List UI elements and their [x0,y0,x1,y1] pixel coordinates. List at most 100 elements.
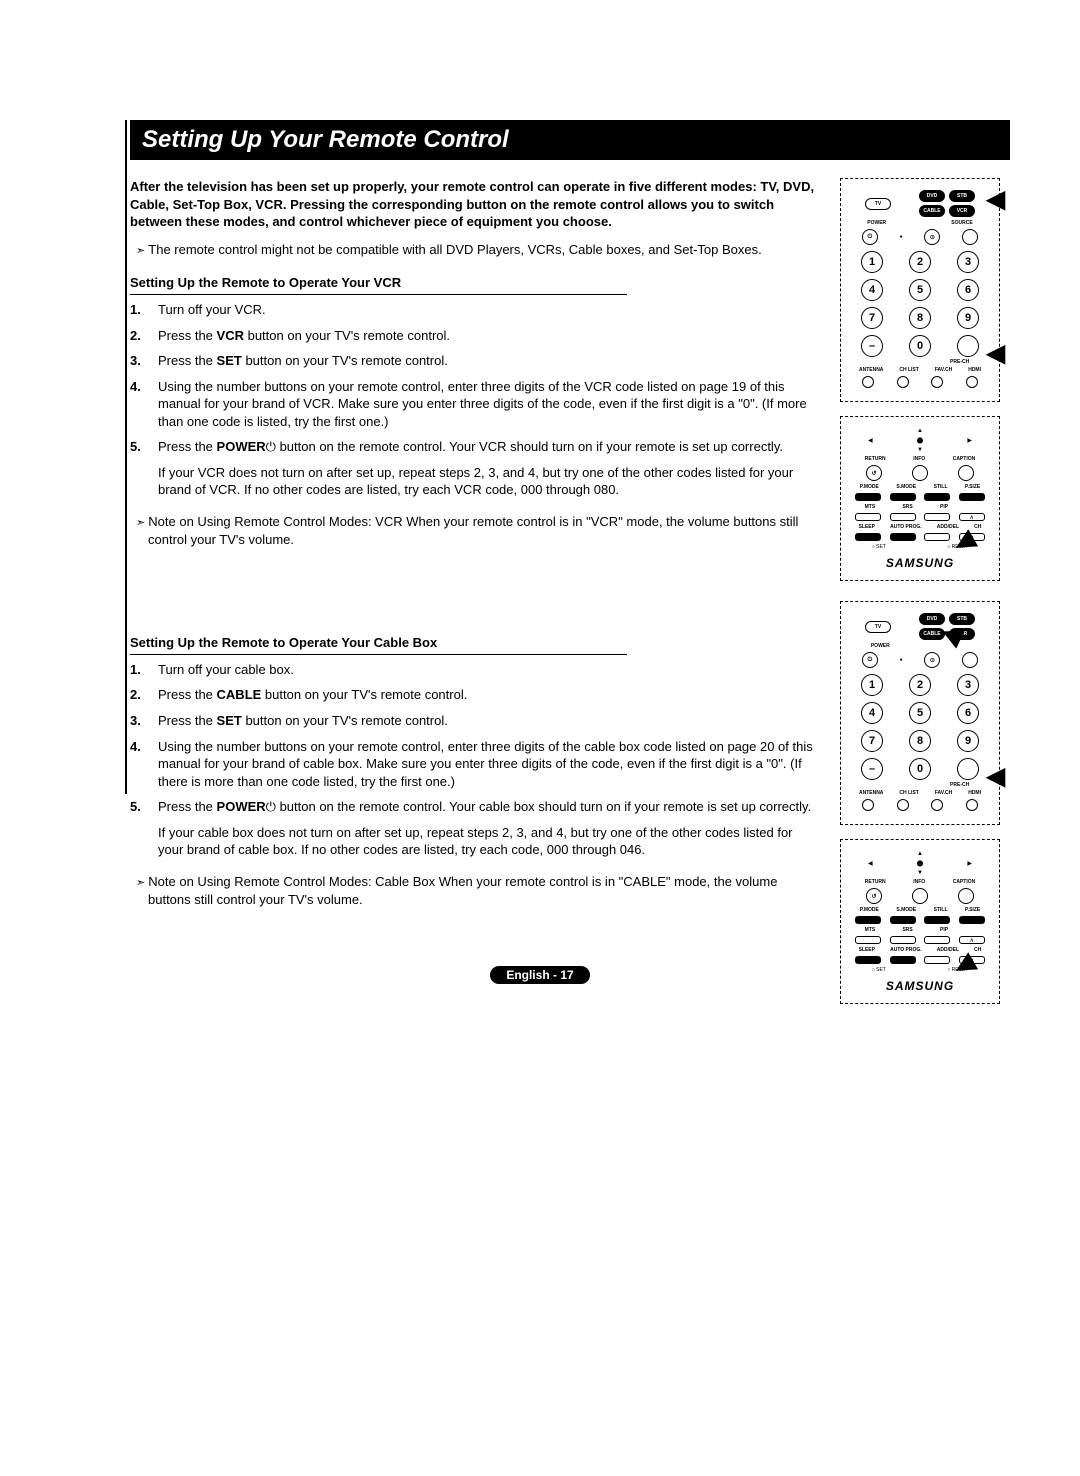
lbl: SOURCE [951,220,972,226]
pip-button [924,936,950,944]
num-3: 3 [957,251,979,273]
lbl: RETURN [865,456,886,462]
lbl: POWER [871,643,890,649]
dash-button: – [861,758,883,780]
num-1: 1 [861,251,883,273]
cable-step-2: Press the CABLE button on your TV's remo… [130,686,820,704]
autoprog-button [890,533,916,541]
t: CABLE [217,687,262,702]
tv-button: TV [865,198,891,210]
num-6: 6 [957,279,979,301]
favch-button [931,799,943,811]
t: button on your TV's remote control. [244,328,450,343]
info-button [912,465,928,481]
psize-button [959,493,985,501]
sleep-button [855,533,881,541]
return-button: ↺ [866,888,882,904]
vcr-step-1: Turn off your VCR. [130,301,820,319]
t: Press the [158,687,217,702]
lbl: MTS [865,927,876,933]
chlist-button [897,799,909,811]
blank-button [962,652,978,668]
intro-paragraph: After the television has been set up pro… [130,178,820,231]
lbl: FAV.CH [935,790,953,796]
srs-button [890,513,916,521]
t: POWER [217,439,266,454]
ch-up-button: ∧ [959,513,985,521]
vcr-button: VCR [949,205,975,217]
lbl: HDMI [968,790,981,796]
hdmi-button [966,376,978,388]
smode-button [890,493,916,501]
vcr-steps: Turn off your VCR. Press the VCR button … [130,301,820,499]
t: button on the remote control. Your cable… [276,799,811,814]
num-6: 6 [957,702,979,724]
lbl: PRE-CH [950,782,969,788]
psize-button [959,916,985,924]
lbl: P.MODE [860,484,879,490]
num-7: 7 [861,307,883,329]
remote-vcr-bottom: ◀ ▲ ◀⬤▶ ▼ RETURNINFOCAPTION ↺ P.MODES.MO… [840,416,1000,581]
pmode-button [855,493,881,501]
vcr-step-2: Press the VCR button on your TV's remote… [130,327,820,345]
nav-down-icon: ▼ [917,447,923,453]
led-icon: ● [900,234,903,240]
power-button: ⏻ [862,652,878,668]
source-button: ⊙ [924,229,940,245]
caption-button [958,888,974,904]
remote-vcr-pair: ◀ ◀ TV DVDSTB CABLEVCR POWERSOURCE ⏻ ● ⊙ [840,178,1010,581]
remote-vcr-top: ◀ ◀ TV DVDSTB CABLEVCR POWERSOURCE ⏻ ● ⊙ [840,178,1000,402]
t: Press the [158,713,217,728]
autoprog-button [890,956,916,964]
tv-button: TV [865,621,891,633]
lbl: CH [974,524,981,530]
nav-center: ⬤ [917,437,924,444]
vcr-step-5: Press the POWER⏻ button on the remote co… [130,438,820,499]
lbl: CAPTION [953,879,976,885]
number-pad: 123 456 789 –0 [851,251,989,357]
lbl: SRS [902,504,912,510]
num-9: 9 [957,730,979,752]
lbl: AUTO PROG. [890,524,922,530]
srs-button [890,936,916,944]
callout-arrow-icon: ◀ [987,339,1005,368]
nav-right-icon: ▶ [967,437,972,444]
cable-mode-note: Note on Using Remote Control Modes: Cabl… [130,873,820,908]
source-button: ⊙ [924,652,940,668]
favch-button [931,376,943,388]
lbl: INFO [913,456,925,462]
vertical-rule [125,120,127,794]
lbl: S.MODE [896,907,916,913]
t: Press the [158,439,217,454]
antenna-button [862,376,874,388]
info-button [912,888,928,904]
prech-button [957,335,979,357]
t: VCR [217,328,244,343]
cable-step-5: Press the POWER⏻ button on the remote co… [130,798,820,859]
vcr-section-header: Setting Up the Remote to Operate Your VC… [130,274,627,295]
lbl: P.MODE [860,907,879,913]
lbl: ANTENNA [859,367,883,373]
lbl: SRS [902,927,912,933]
t: Press the [158,328,217,343]
num-4: 4 [861,702,883,724]
num-7: 7 [861,730,883,752]
lbl: HDMI [968,367,981,373]
cable-section-header: Setting Up the Remote to Operate Your Ca… [130,634,627,655]
dvd-button: DVD [919,613,945,625]
power-icon: ⏻ [266,439,276,454]
nav-center: ⬤ [917,860,924,867]
num-9: 9 [957,307,979,329]
t: Press the [158,353,217,368]
stb-button: STB [949,190,975,202]
cable-step-3: Press the SET button on your TV's remote… [130,712,820,730]
lbl: INFO [913,879,925,885]
lbl: CAPTION [953,456,976,462]
remote-column: ◀ ◀ TV DVDSTB CABLEVCR POWERSOURCE ⏻ ● ⊙ [840,178,1010,1004]
nav-down-icon: ▼ [917,870,923,876]
lbl: AUTO PROG. [890,947,922,953]
dash-button: – [861,335,883,357]
lbl: FAV.CH [935,367,953,373]
lbl: PRE-CH [950,359,969,365]
pip-button [924,513,950,521]
